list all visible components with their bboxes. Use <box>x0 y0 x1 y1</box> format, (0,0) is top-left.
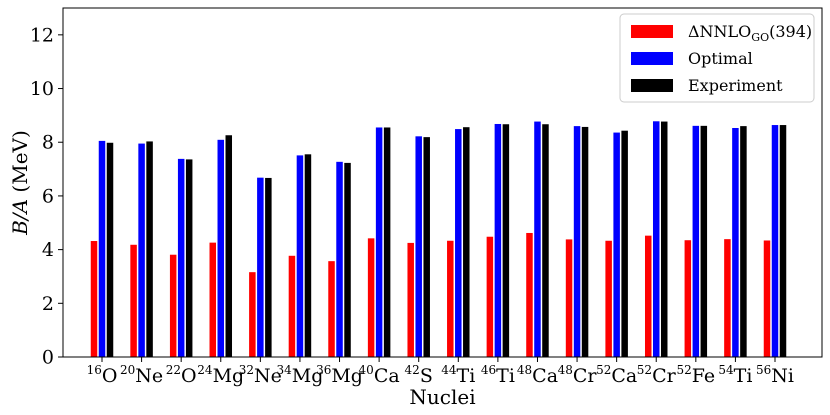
bar-Optimal-52Ca <box>613 132 620 357</box>
bar-Optimal-48Ca <box>534 121 541 357</box>
bar-Optimal-52Fe <box>692 125 700 357</box>
bar-ΔNNLO-46Ti <box>486 236 494 357</box>
y-tick-label: 0 <box>42 347 54 369</box>
bar-Experiment-44Ti <box>463 127 470 357</box>
bar-Optimal-42S <box>415 136 422 357</box>
legend-label: ΔNNLOGO(394) <box>688 22 812 44</box>
bar-Optimal-32Ne <box>257 177 264 357</box>
y-tick-label: 12 <box>30 24 54 46</box>
legend: ΔNNLOGO(394) Optimal Experiment <box>619 13 815 103</box>
bar-Optimal-48Cr <box>573 126 581 358</box>
bar-ΔNNLO-52Cr <box>644 235 652 357</box>
x-axis-label: Nuclei <box>409 385 475 409</box>
bar-Experiment-48Cr <box>581 126 589 358</box>
bar-ΔNNLO-34Mg <box>288 255 296 357</box>
x-tick-label: 52Fe <box>676 363 715 387</box>
bar-ΔNNLO-36Mg <box>328 261 335 357</box>
bar-Experiment-24Mg <box>225 135 233 357</box>
legend-swatch <box>631 25 673 38</box>
x-tick-label: 42S <box>405 363 433 387</box>
y-axis-label: B/A (MeV) <box>8 130 32 236</box>
bar-ΔNNLO-22O <box>169 254 177 357</box>
bar-Optimal-36Mg <box>336 161 343 357</box>
bar-ΔNNLO-54Ti <box>724 239 731 357</box>
bar-Optimal-24Mg <box>217 139 225 357</box>
bar-Experiment-40Ca <box>383 127 391 357</box>
legend-swatch <box>631 79 673 92</box>
x-tick-label: 44Ti <box>441 363 475 387</box>
x-tick-label: 52Cr <box>637 363 677 387</box>
plot-frame <box>62 7 823 358</box>
x-tick-label: 34Mg <box>276 363 323 387</box>
bar-Experiment-16O <box>106 142 114 357</box>
bar-Experiment-22O <box>185 159 193 357</box>
y-tick-label: 8 <box>42 132 54 154</box>
bar-ΔNNLO-52Fe <box>684 240 692 357</box>
bar-Optimal-40Ca <box>375 127 383 357</box>
bar-Experiment-36Mg <box>344 162 351 357</box>
y-tick-label: 2 <box>42 293 54 315</box>
bar-ΔNNLO-42S <box>407 242 414 357</box>
x-tick-label: 46Ti <box>481 363 515 387</box>
bar-Experiment-52Cr <box>660 121 668 357</box>
bar-Experiment-52Ca <box>621 130 628 357</box>
bar-Optimal-22O <box>177 158 185 357</box>
bar-ΔNNLO-48Ca <box>526 232 533 357</box>
x-tick-label: 48Ca <box>517 363 558 387</box>
bar-ΔNNLO-40Ca <box>367 238 375 357</box>
bar-ΔNNLO-48Cr <box>565 239 573 357</box>
x-tick-label: 20Ne <box>120 363 163 387</box>
bar-Experiment-46Ti <box>502 124 510 358</box>
x-tick-label: 40Ca <box>359 363 400 387</box>
legend-label: Optimal <box>688 49 753 68</box>
x-tick-label: 48Cr <box>558 363 598 387</box>
bar-Experiment-54Ti <box>740 126 747 358</box>
bar-Optimal-16O <box>98 140 106 357</box>
bar-Optimal-34Mg <box>296 155 304 357</box>
x-tick-label: 52Ca <box>596 363 637 387</box>
y-axis: 0 2 4 6 8 10 12 <box>30 24 63 369</box>
bar-Experiment-34Mg <box>304 154 312 357</box>
y-tick-label: 6 <box>42 185 54 207</box>
x-tick-label: 32Ne <box>239 363 282 387</box>
bar-ΔNNLO-16O <box>90 241 98 357</box>
x-tick-label: 24Mg <box>197 363 244 387</box>
bar-ΔNNLO-20Ne <box>130 244 137 357</box>
bar-ΔNNLO-44Ti <box>447 240 454 357</box>
bar-ΔNNLO-24Mg <box>209 242 217 357</box>
x-tick-label: 54Ti <box>718 363 752 387</box>
y-tick-label: 4 <box>42 239 54 261</box>
bar-ΔNNLO-32Ne <box>249 272 256 357</box>
bar-Optimal-44Ti <box>455 129 462 357</box>
y-tick-label: 10 <box>30 78 54 100</box>
bar-Optimal-56Ni <box>771 125 779 357</box>
x-tick-label: 36Mg <box>316 363 363 387</box>
x-tick-label: 56Ni <box>756 363 794 387</box>
x-tick-label: 16O <box>87 363 118 387</box>
bar-Experiment-42S <box>423 137 430 357</box>
bar-Optimal-52Cr <box>652 121 660 357</box>
bar-Experiment-48Ca <box>542 124 549 358</box>
bar-Optimal-20Ne <box>138 143 145 357</box>
bar-Experiment-56Ni <box>779 125 787 357</box>
bars-group <box>90 121 787 358</box>
legend-label: Experiment <box>688 76 783 95</box>
x-tick-label: 22O <box>166 363 197 387</box>
bar-ΔNNLO-56Ni <box>763 240 771 357</box>
bar-ΔNNLO-52Ca <box>605 240 612 357</box>
legend-swatch <box>631 52 673 65</box>
bar-Experiment-52Fe <box>700 125 708 357</box>
bar-Optimal-54Ti <box>732 128 739 357</box>
bar-Experiment-32Ne <box>265 177 272 357</box>
bar-Experiment-20Ne <box>146 141 153 357</box>
bar-Optimal-46Ti <box>494 123 502 357</box>
